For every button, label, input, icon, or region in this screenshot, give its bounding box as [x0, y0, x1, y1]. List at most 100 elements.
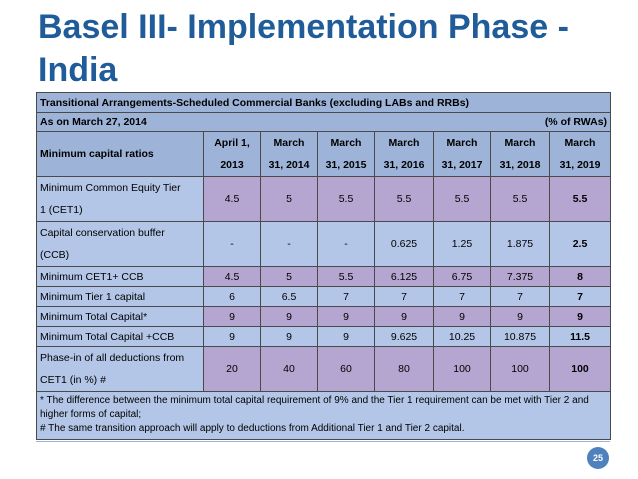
row-label-line2: 1 (CET1) [40, 204, 83, 216]
column-header-line1: March [388, 137, 420, 149]
column-header: March 31, 2018 [490, 131, 550, 177]
unit-label: (% of RWAs) [544, 116, 608, 128]
footnote-1: * The difference between the minimum tot… [40, 395, 589, 420]
capital-ratios-table: Transitional Arrangements-Scheduled Comm… [35, 92, 612, 440]
value-cell: 5.5 [317, 266, 375, 287]
row-label: Capital conservation buffer (CCB) [36, 221, 204, 267]
row-label-line2: (CCB) [40, 249, 70, 261]
column-header-line2: 31, 2018 [499, 159, 541, 171]
row-label: Minimum CET1+ CCB [36, 266, 204, 287]
row-label-line1: Minimum Total Capital* [40, 310, 148, 323]
column-header-line2: 2013 [220, 159, 244, 171]
row-label: Minimum Total Capital +CCB [36, 326, 204, 347]
slide-title: Basel III- Implementation Phase - India [38, 8, 569, 89]
value-cell: 8 [548, 266, 612, 287]
value-cell: 7 [317, 286, 375, 307]
value-cell: 0.625 [374, 221, 434, 267]
value-cell: 7 [548, 286, 612, 307]
column-header: March 31, 2019 [548, 131, 612, 177]
column-header: March 31, 2014 [260, 131, 318, 177]
value-cell: 4.5 [203, 176, 261, 222]
table-row: Minimum Total Capital* 9 9 9 9 9 9 9 [36, 306, 612, 327]
as-on-date: As on March 27, 2014 [40, 116, 147, 128]
value-cell: 20 [203, 346, 261, 392]
value-cell: 5.5 [548, 176, 612, 222]
value-cell: 1.25 [433, 221, 491, 267]
row-label: Phase-in of all deductions from CET1 (in … [36, 346, 204, 392]
value-cell: 80 [374, 346, 434, 392]
table-caption: Transitional Arrangements-Scheduled Comm… [35, 92, 612, 113]
row-label-line1: Minimum CET1+ CCB [40, 270, 144, 283]
value-cell: 2.5 [548, 221, 612, 267]
value-cell: 5 [260, 176, 318, 222]
column-header-line2: 31, 2017 [441, 159, 483, 171]
value-cell: 4.5 [203, 266, 261, 287]
value-cell: 9 [203, 326, 261, 347]
value-cell: 9 [203, 306, 261, 327]
value-cell: 9 [317, 306, 375, 327]
value-cell: 9 [374, 306, 434, 327]
page-number-badge: 25 [587, 447, 609, 469]
value-cell: 5.5 [433, 176, 491, 222]
table-row: Minimum Tier 1 capital 6 6.5 7 7 7 7 7 [36, 286, 612, 307]
value-cell: 5.5 [317, 176, 375, 222]
value-cell: 9 [260, 306, 318, 327]
column-header-line2: 31, 2015 [325, 159, 367, 171]
value-cell: 9 [433, 306, 491, 327]
value-cell: - [203, 221, 261, 267]
value-cell: 5.5 [374, 176, 434, 222]
row-label: Minimum Tier 1 capital [36, 286, 204, 307]
table-row: Minimum Total Capital +CCB 9 9 9 9.625 10.25 1… [36, 326, 612, 347]
column-header: March 31, 2017 [433, 131, 491, 177]
column-header-line1: April 1, [214, 137, 250, 149]
row-label-line1: Minimum Tier 1 capital [40, 290, 146, 303]
value-cell: 1.875 [490, 221, 550, 267]
value-cell: 5 [260, 266, 318, 287]
row-label-line1: Minimum Common Equity Tier [40, 182, 181, 194]
value-cell: 6.5 [260, 286, 318, 307]
value-cell: 9.625 [374, 326, 434, 347]
value-cell: 6.75 [433, 266, 491, 287]
value-cell: 9 [490, 306, 550, 327]
table-footnotes: * The difference between the minimum tot… [35, 391, 612, 440]
footer-divider [36, 441, 610, 442]
value-cell: - [260, 221, 318, 267]
value-cell: 7 [490, 286, 550, 307]
value-cell: - [317, 221, 375, 267]
value-cell: 7.375 [490, 266, 550, 287]
row-label-line1: Minimum Total Capital +CCB [40, 330, 175, 343]
value-cell: 9 [548, 306, 612, 327]
column-header-line2: 31, 2016 [383, 159, 425, 171]
table-row: Minimum CET1+ CCB 4.5 5 5.5 6.125 6.75 7.375 8 [36, 266, 612, 287]
value-cell: 100 [433, 346, 491, 392]
value-cell: 6.125 [374, 266, 434, 287]
value-cell: 11.5 [548, 326, 612, 347]
column-header-line1: March [273, 137, 305, 149]
value-cell: 9 [260, 326, 318, 347]
column-header-line1: March [446, 137, 478, 149]
row-header-label: Minimum capital ratios [36, 131, 204, 177]
table-row: Capital conservation buffer (CCB) - - -0.625… [36, 221, 612, 267]
value-cell: 100 [548, 346, 612, 392]
value-cell: 6 [203, 286, 261, 307]
value-cell: 10.875 [490, 326, 550, 347]
column-header-line2: 31, 2019 [559, 159, 601, 171]
column-header: April 1, 2013 [203, 131, 261, 177]
column-header-line2: 31, 2014 [268, 159, 310, 171]
row-label: Minimum Total Capital* [36, 306, 204, 327]
value-cell: 60 [317, 346, 375, 392]
value-cell: 10.25 [433, 326, 491, 347]
value-cell: 100 [490, 346, 550, 392]
value-cell: 9 [317, 326, 375, 347]
value-cell: 5.5 [490, 176, 550, 222]
column-header: March 31, 2015 [317, 131, 375, 177]
value-cell: 7 [433, 286, 491, 307]
table-row: Minimum Common Equity Tier 1 (CET1) 4.5 5 5.… [36, 176, 612, 222]
column-header-line1: March [330, 137, 362, 149]
column-header: March 31, 2016 [374, 131, 434, 177]
row-label-line1: Phase-in of all deductions from [40, 352, 185, 364]
table-row: Phase-in of all deductions from CET1 (in … [36, 346, 612, 392]
row-label-line1: Capital conservation buffer [40, 227, 165, 239]
value-cell: 7 [374, 286, 434, 307]
value-cell: 40 [260, 346, 318, 392]
